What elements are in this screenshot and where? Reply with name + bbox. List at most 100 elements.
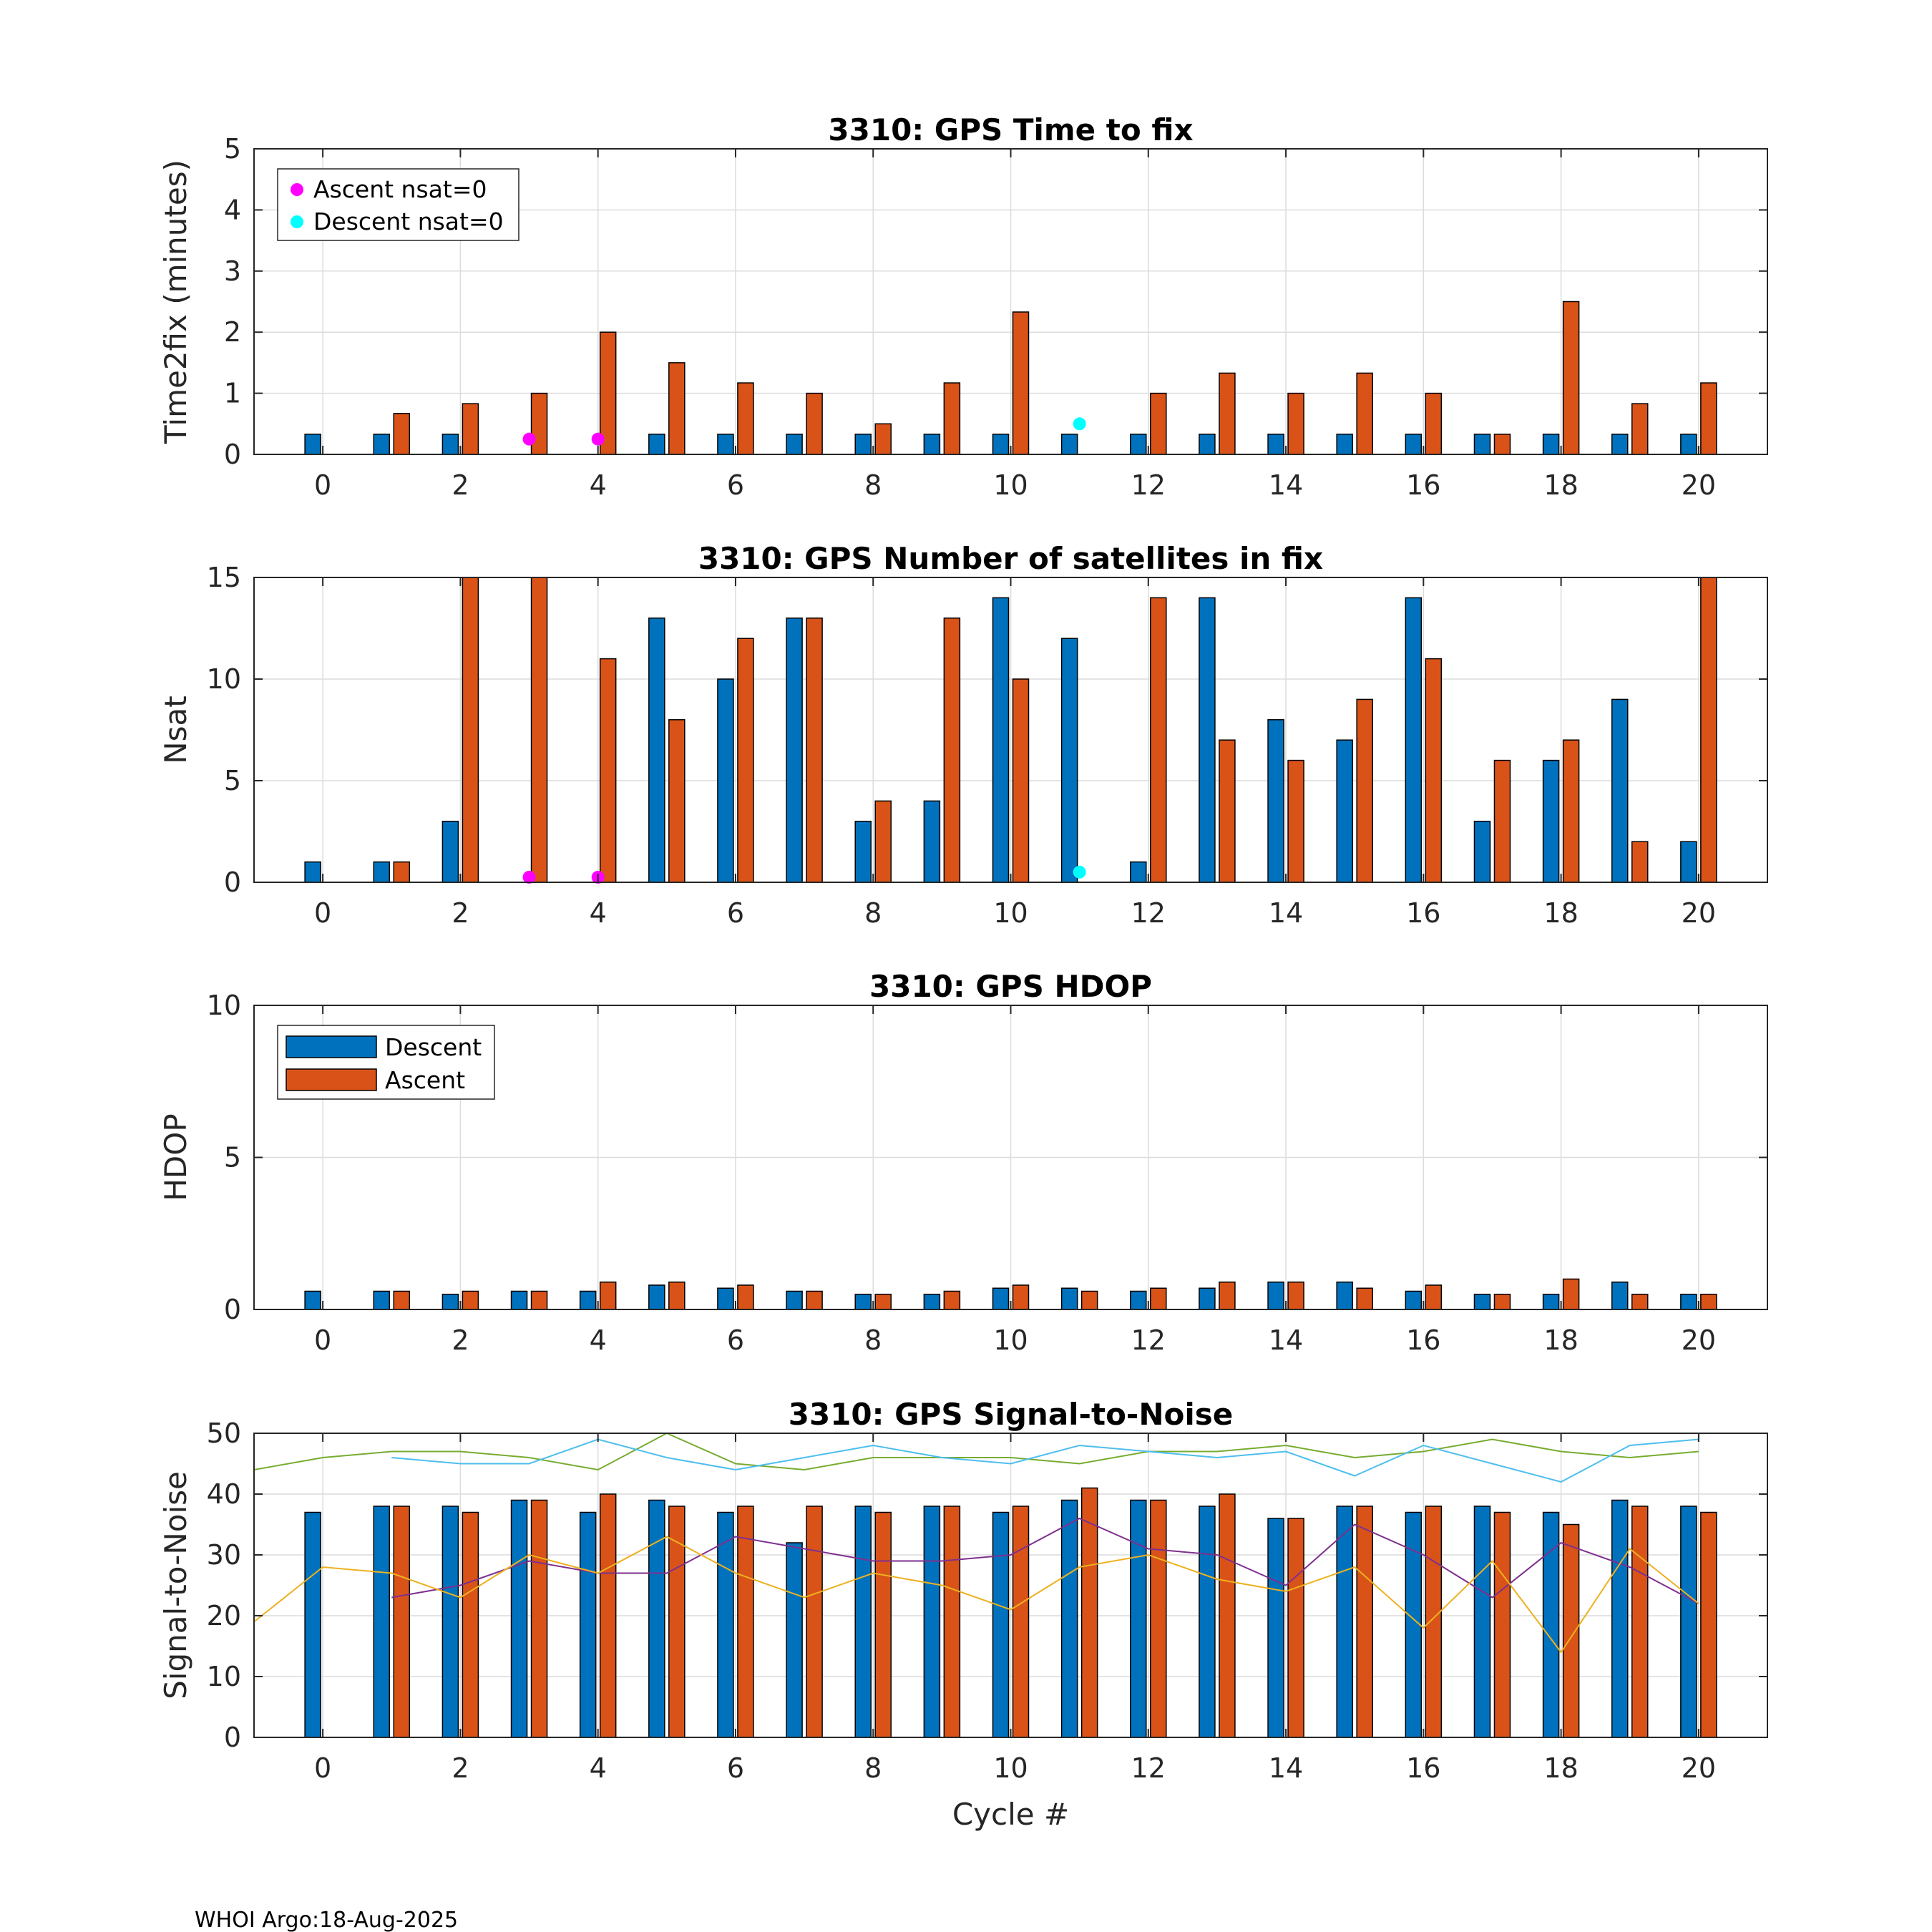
ascent-bar bbox=[943, 1506, 961, 1738]
descent-bar bbox=[441, 1294, 459, 1310]
descent-bar bbox=[1542, 434, 1560, 455]
descent-bar bbox=[717, 434, 734, 455]
descent-bar bbox=[1680, 841, 1697, 883]
descent-bar bbox=[923, 800, 941, 883]
descent-bar bbox=[1405, 1290, 1423, 1310]
ascent-bar bbox=[668, 1506, 686, 1738]
descent-bar bbox=[1130, 861, 1147, 883]
descent-nsat0-legend-marker bbox=[291, 215, 303, 228]
ascent-nsat0-marker bbox=[522, 432, 536, 446]
x-tick-label: 14 bbox=[1269, 1324, 1303, 1356]
ascent-bar bbox=[1631, 403, 1649, 455]
descent-bar bbox=[992, 597, 1010, 883]
descent-bar bbox=[1267, 434, 1284, 455]
descent-bar bbox=[304, 1290, 321, 1310]
x-tick-label: 8 bbox=[864, 469, 882, 501]
chart-panel-3: 0 2 4 6 8 10 12 14 16 18 20 0 5 10 3310: GPS HDOP HDOP D… bbox=[158, 969, 1768, 1356]
ascent-bar bbox=[1219, 1493, 1236, 1738]
ascent-bar bbox=[737, 1284, 754, 1310]
ascent-bar bbox=[1150, 1499, 1167, 1738]
x-tick-label: 20 bbox=[1682, 1324, 1716, 1356]
x-tick-label: 0 bbox=[314, 469, 331, 501]
ascent-bar bbox=[1425, 1506, 1443, 1738]
ascent-bar bbox=[874, 423, 892, 455]
descent-bar bbox=[1130, 1499, 1147, 1738]
descent-bar bbox=[510, 1499, 528, 1738]
descent-bar bbox=[1060, 434, 1078, 455]
descent-bar bbox=[304, 861, 321, 883]
ascent-bar bbox=[1219, 1282, 1236, 1310]
ascent-bar bbox=[1493, 759, 1511, 883]
ascent-bar bbox=[1150, 597, 1167, 883]
x-tick-label: 4 bbox=[590, 469, 607, 501]
descent-bar bbox=[579, 1290, 597, 1310]
descent-bar bbox=[854, 821, 872, 883]
ascent-bar bbox=[874, 1294, 892, 1310]
y-axis-label: HDOP bbox=[158, 1113, 193, 1201]
x-tick-label: 4 bbox=[590, 1752, 607, 1784]
ascent-bar bbox=[1425, 1284, 1443, 1310]
x-tick-label: 18 bbox=[1543, 1752, 1578, 1784]
ascent-bar bbox=[1356, 1287, 1373, 1310]
snr-line-purple bbox=[391, 1517, 1699, 1604]
y-tick-label: 0 bbox=[224, 1722, 241, 1753]
ascent-bar bbox=[1219, 372, 1236, 455]
footer-text: WHOI Argo:18-Aug-2025 bbox=[195, 1908, 458, 1932]
descent-bar bbox=[1473, 821, 1491, 883]
x-tick-label: 20 bbox=[1682, 469, 1716, 501]
descent-bar bbox=[992, 1511, 1010, 1738]
ascent-bar bbox=[668, 1282, 686, 1310]
descent-bar bbox=[786, 618, 803, 883]
descent-bar bbox=[1542, 1294, 1560, 1310]
ascent-bar bbox=[1287, 1282, 1304, 1310]
x-tick-label: 0 bbox=[314, 1324, 331, 1356]
descent-bar bbox=[304, 434, 321, 455]
descent-bar bbox=[373, 1506, 391, 1738]
descent-bar bbox=[786, 1290, 803, 1310]
descent-bar bbox=[1473, 434, 1491, 455]
ascent-bar bbox=[462, 577, 479, 883]
descent-bar bbox=[1405, 434, 1423, 455]
descent-bar bbox=[1267, 1518, 1284, 1738]
y-tick-label: 1 bbox=[224, 378, 241, 409]
descent-bar bbox=[373, 434, 391, 455]
descent-nsat0-marker bbox=[1073, 417, 1086, 431]
descent-bar bbox=[854, 1294, 872, 1310]
x-tick-label: 6 bbox=[727, 1324, 744, 1356]
ascent-bar bbox=[462, 403, 479, 455]
x-tick-label: 20 bbox=[1682, 897, 1716, 929]
descent-bar bbox=[786, 1542, 803, 1738]
y-axis-label: Nsat bbox=[158, 696, 193, 764]
descent-bar bbox=[717, 1287, 734, 1310]
x-tick-label: 10 bbox=[993, 1752, 1028, 1784]
x-tick-label: 10 bbox=[993, 469, 1028, 501]
ascent-bar bbox=[1012, 1284, 1030, 1310]
ascent-bar bbox=[599, 1282, 617, 1310]
descent-bar bbox=[1542, 759, 1560, 883]
chart-title: 3310: GPS Signal-to-Noise bbox=[789, 1397, 1233, 1432]
descent-bar bbox=[854, 1506, 872, 1738]
x-tick-label: 8 bbox=[864, 1324, 882, 1356]
ascent-bar bbox=[1562, 1523, 1580, 1738]
ascent-bar bbox=[943, 1290, 961, 1310]
x-tick-label: 18 bbox=[1543, 469, 1578, 501]
descent-bar bbox=[1611, 698, 1629, 883]
legend-descent-ascent: Descent Ascent bbox=[277, 1025, 495, 1100]
x-tick-label: 20 bbox=[1682, 1752, 1716, 1784]
ascent-bar bbox=[943, 382, 961, 455]
y-tick-label: 4 bbox=[224, 194, 241, 225]
ascent-bar bbox=[393, 413, 411, 455]
y-tick-label: 5 bbox=[224, 133, 241, 165]
x-tick-label: 12 bbox=[1131, 897, 1166, 929]
legend-label: Ascent bbox=[385, 1066, 465, 1094]
y-tick-label: 10 bbox=[207, 1661, 241, 1692]
ascent-nsat0-marker bbox=[591, 432, 605, 446]
x-tick-label: 0 bbox=[314, 897, 331, 929]
legend-nsat0: Ascent nsat=0 Descent nsat=0 bbox=[277, 168, 519, 241]
ascent-bar bbox=[1356, 372, 1373, 455]
ascent-bar bbox=[1219, 739, 1236, 883]
descent-bar bbox=[441, 821, 459, 883]
descent-bar bbox=[854, 434, 872, 455]
ascent-bar bbox=[1700, 1511, 1717, 1738]
